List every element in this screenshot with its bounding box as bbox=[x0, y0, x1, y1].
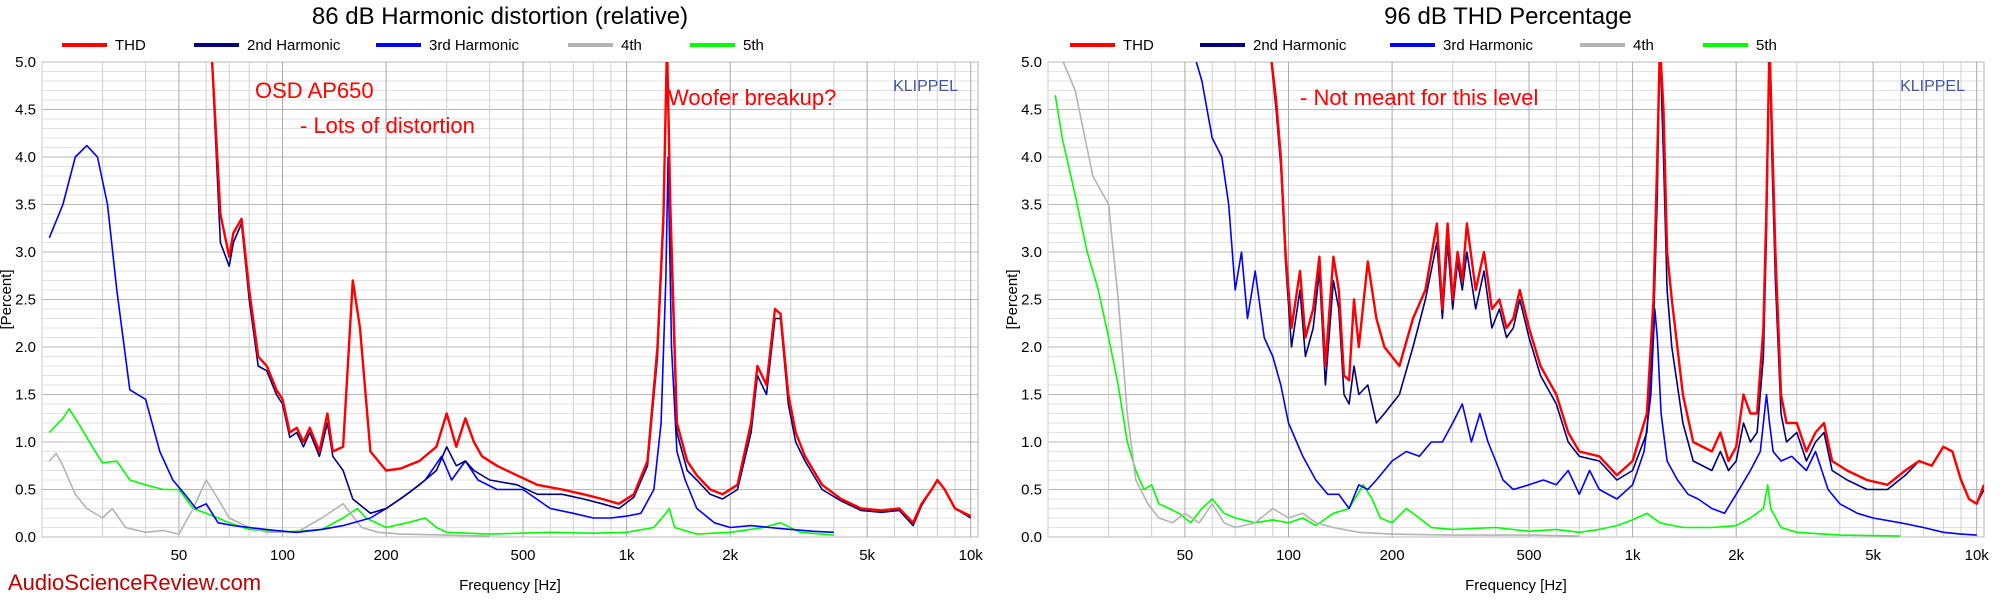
chart-panel-86db: 86 dB Harmonic distortion (relative) 0.0 0… bbox=[0, 3, 983, 594]
x-tick-label: 2k bbox=[1728, 547, 1744, 564]
y-axis-label: [Percent] bbox=[0, 269, 15, 329]
y-tick-label: 4.0 bbox=[15, 149, 36, 166]
y-tick-label: 4.5 bbox=[1021, 102, 1042, 119]
x-axis-label: Frequency [Hz] bbox=[459, 577, 561, 594]
x-tick-label: 50 bbox=[1177, 547, 1194, 564]
legend-label: THD bbox=[115, 37, 146, 54]
series-line-4 bbox=[48, 408, 834, 536]
legend-label: THD bbox=[1123, 37, 1154, 54]
legend-label: 4th bbox=[621, 37, 642, 54]
legend-label: 5th bbox=[1756, 37, 1777, 54]
klippel-brand: KLIPPEL bbox=[893, 78, 958, 95]
y-tick-label: 2.0 bbox=[15, 339, 36, 356]
series-line-0 bbox=[210, 62, 972, 524]
legend-label: 3rd Harmonic bbox=[429, 37, 520, 54]
chart-title: 86 dB Harmonic distortion (relative) bbox=[312, 3, 688, 30]
watermark-text: AudioScienceReview.com bbox=[8, 570, 261, 595]
y-tick-label: 3.0 bbox=[1021, 244, 1042, 261]
annotation-text: Woofer breakup? bbox=[668, 85, 836, 110]
x-tick-label: 10k bbox=[1965, 547, 1990, 564]
x-tick-label: 1k bbox=[619, 547, 635, 564]
x-tick-label: 100 bbox=[270, 547, 295, 564]
chart-title: 96 dB THD Percentage bbox=[1384, 3, 1632, 30]
annotation-text: - Not meant for this level bbox=[1300, 85, 1538, 110]
legend-label: 2nd Harmonic bbox=[247, 37, 341, 54]
y-tick-label: 1.0 bbox=[15, 434, 36, 451]
grid-lines bbox=[41, 61, 978, 538]
legend-label: 3rd Harmonic bbox=[1443, 37, 1534, 54]
legend-label: 5th bbox=[743, 37, 764, 54]
x-tick-label: 5k bbox=[859, 547, 875, 564]
x-tick-label: 1k bbox=[1625, 547, 1641, 564]
series-group bbox=[1054, 62, 1984, 537]
y-tick-label: 1.5 bbox=[1021, 387, 1042, 404]
y-axis-label: [Percent] bbox=[1004, 269, 1021, 329]
x-tick-label: 10k bbox=[959, 547, 984, 564]
x-axis-label: Frequency [Hz] bbox=[1465, 577, 1567, 594]
y-tick-label: 0.0 bbox=[15, 529, 36, 546]
y-tick-label: 2.5 bbox=[1021, 292, 1042, 309]
y-tick-label: 4.5 bbox=[15, 102, 36, 119]
y-tick-label: 5.0 bbox=[1021, 54, 1042, 71]
y-tick-label: 5.0 bbox=[15, 54, 36, 71]
grid-lines bbox=[1047, 61, 1984, 538]
x-tick-label: 200 bbox=[1380, 547, 1405, 564]
y-tick-label: 2.5 bbox=[15, 292, 36, 309]
series-line-2 bbox=[1195, 62, 1977, 536]
series-line-1 bbox=[1270, 62, 1984, 505]
x-tick-label: 500 bbox=[1517, 547, 1542, 564]
y-tick-label: 2.0 bbox=[1021, 339, 1042, 356]
x-tick-label: 200 bbox=[374, 547, 399, 564]
legend-label: 4th bbox=[1633, 37, 1654, 54]
series-line-2 bbox=[48, 144, 834, 534]
klippel-brand: KLIPPEL bbox=[1900, 78, 1965, 95]
y-tick-label: 1.0 bbox=[1021, 434, 1042, 451]
series-line-4 bbox=[1054, 95, 1901, 537]
x-tick-label: 5k bbox=[1865, 547, 1881, 564]
series-group bbox=[48, 62, 972, 537]
x-tick-label: 500 bbox=[511, 547, 536, 564]
annotation-text: - Lots of distortion bbox=[300, 113, 475, 138]
y-tick-label: 3.5 bbox=[1021, 197, 1042, 214]
y-tick-label: 0.0 bbox=[1021, 529, 1042, 546]
series-line-3 bbox=[48, 452, 490, 537]
series-line-1 bbox=[211, 62, 972, 527]
annotation-text: OSD AP650 bbox=[255, 78, 374, 103]
x-tick-label: 50 bbox=[171, 547, 188, 564]
series-line-3 bbox=[1062, 62, 1580, 537]
legend-label: 2nd Harmonic bbox=[1253, 37, 1347, 54]
y-tick-label: 3.5 bbox=[15, 197, 36, 214]
x-tick-label: 100 bbox=[1276, 547, 1301, 564]
x-tick-label: 2k bbox=[722, 547, 738, 564]
y-tick-label: 1.5 bbox=[15, 387, 36, 404]
y-tick-label: 0.5 bbox=[15, 482, 36, 499]
series-line-0 bbox=[1270, 62, 1984, 505]
y-tick-label: 4.0 bbox=[1021, 149, 1042, 166]
y-tick-label: 0.5 bbox=[1021, 482, 1042, 499]
chart-panel-96db: 96 dB THD Percentage 0.0 0.5 1.0 1.5 2.0 2.5 3.… bbox=[1004, 3, 1989, 594]
y-tick-label: 3.0 bbox=[15, 244, 36, 261]
